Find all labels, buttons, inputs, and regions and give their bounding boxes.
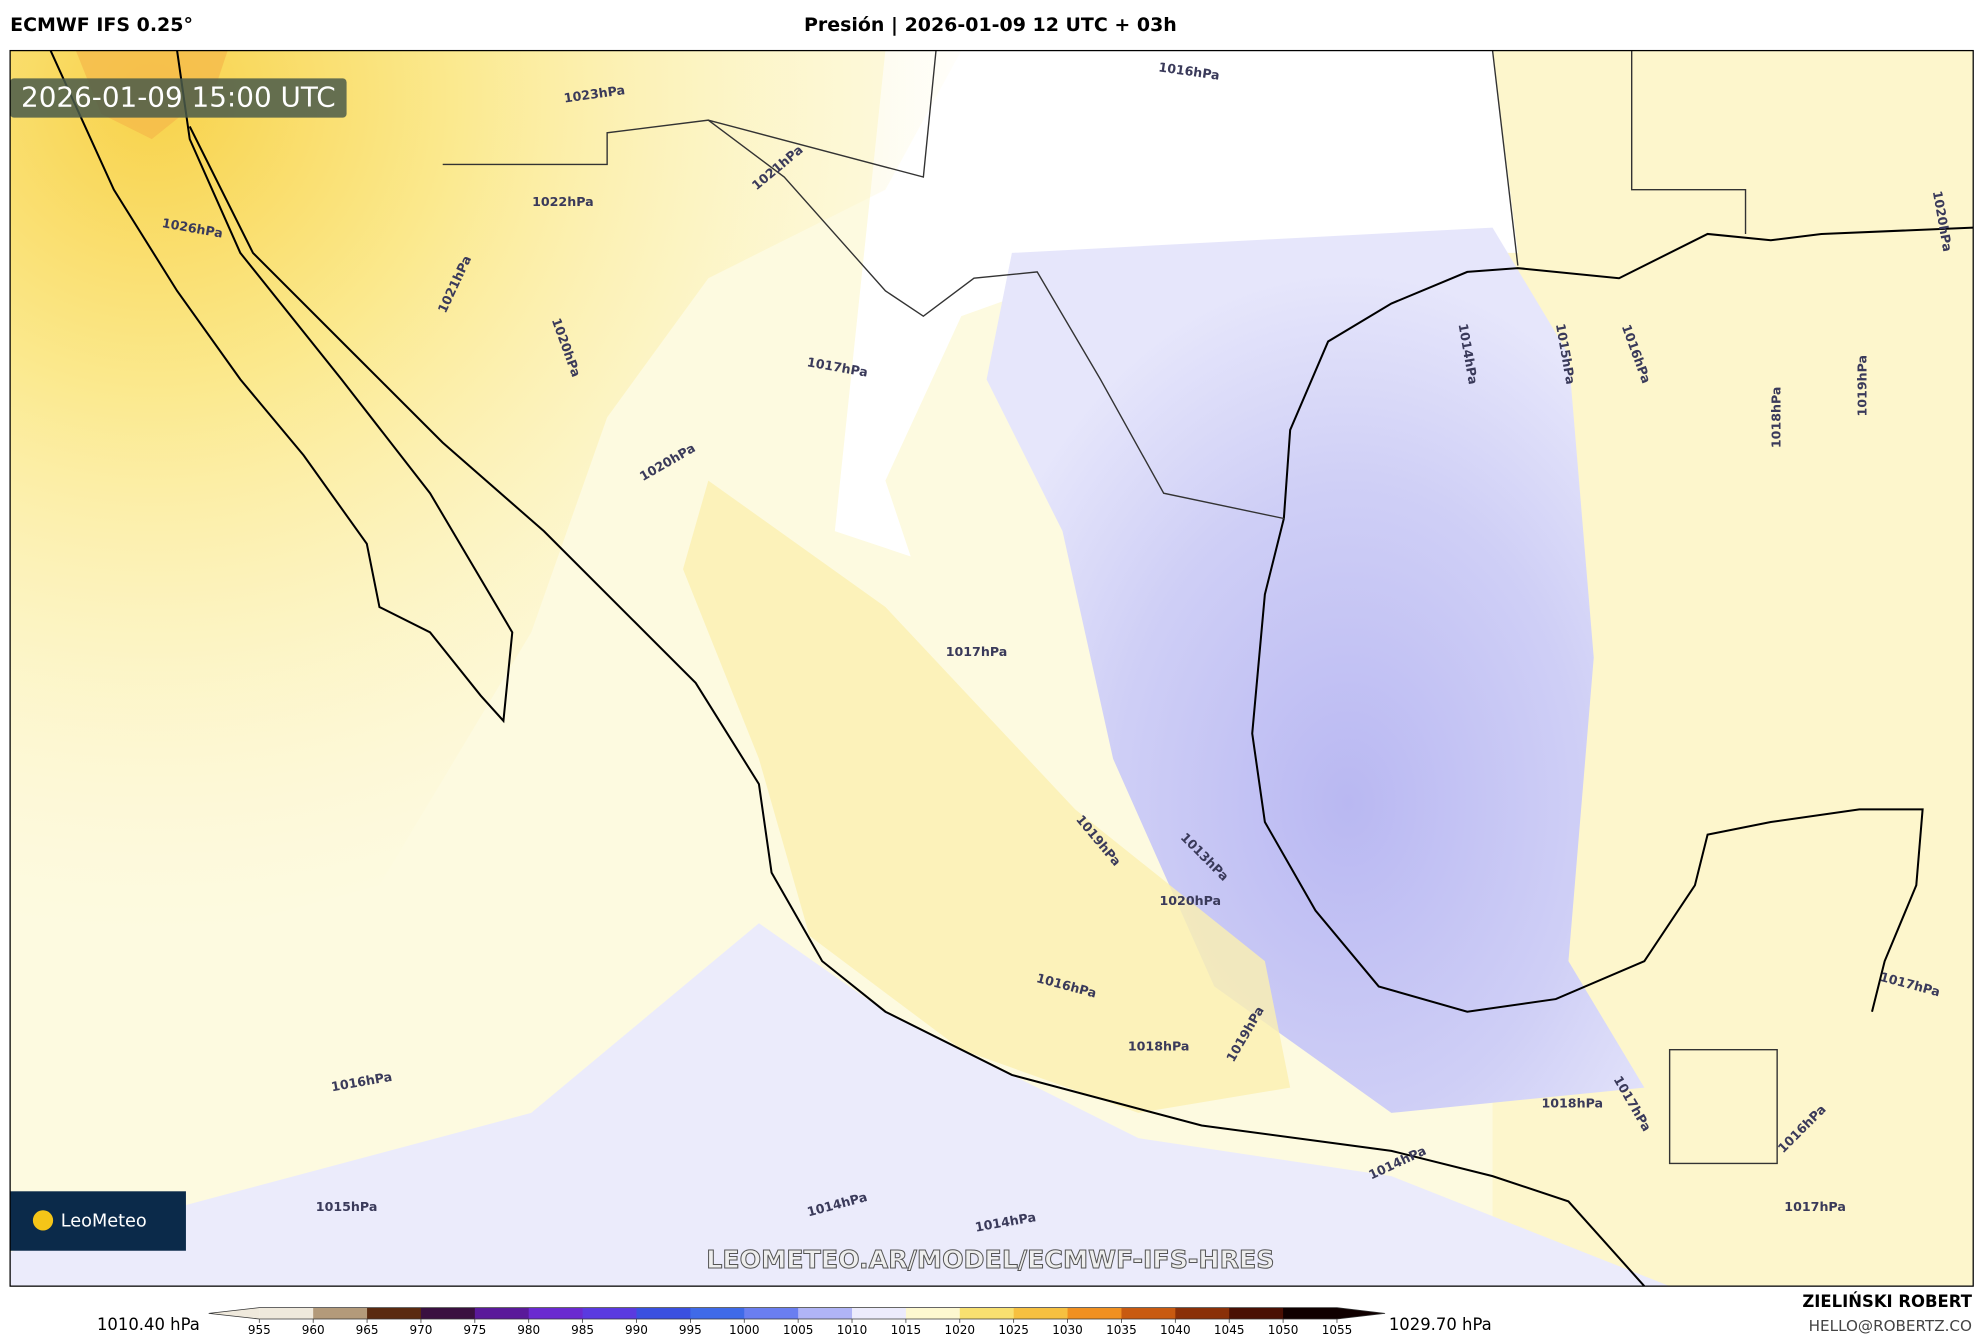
- logo-text: LeoMeteo: [61, 1212, 147, 1232]
- colorbar-tick-label: 985: [571, 1323, 594, 1337]
- contour-label: 1017hPa: [1784, 1199, 1846, 1214]
- colorbar-tick-label: 1045: [1214, 1323, 1245, 1337]
- watermark: LEOMETEO.AR/MODEL/ECMWF-IFS-HRES: [706, 1245, 1274, 1274]
- colorbar-segment: [1283, 1307, 1338, 1320]
- state-borders: [708, 50, 1747, 266]
- colorbar-tick-label: 1005: [783, 1323, 814, 1337]
- colorbar-tick-label: 1035: [1106, 1323, 1137, 1337]
- baja-coast: [49, 50, 514, 724]
- colorbar-tick-label: 975: [463, 1323, 486, 1337]
- map: 1023hPa1016hPa1021hPa1022hPa1026hPa1021h…: [10, 50, 1974, 1287]
- us-mexico-border: [442, 119, 1284, 520]
- contour-label: 1018hPa: [1769, 387, 1784, 449]
- contour-label: 1022hPa: [532, 194, 594, 209]
- shade-highlands: [683, 480, 1291, 1113]
- shade-white: [834, 50, 1518, 557]
- colorbar-tick-label: 965: [356, 1323, 379, 1337]
- credit-email: HELLO@ROBERTZ.CO: [1809, 1317, 1972, 1335]
- colorbar-segment: [798, 1307, 853, 1320]
- colorbar-tick-label: 1025: [998, 1323, 1029, 1337]
- colorbar-tick-label: 960: [302, 1323, 325, 1337]
- shade-pacific: [10, 923, 1670, 1287]
- contour-label: 1019hPa: [1855, 355, 1870, 417]
- colorbar-tick-label: 995: [679, 1323, 702, 1337]
- colorbar-segment: [636, 1307, 692, 1320]
- timestamp: 2026-01-09 15:00 UTC: [21, 81, 336, 114]
- borders: [442, 50, 1778, 1165]
- colorbar-tick-label: 955: [248, 1323, 271, 1337]
- contour-label: 1018hPa: [1541, 1096, 1603, 1111]
- colorbar-segment: [474, 1307, 530, 1320]
- colorbar-segment: [1175, 1307, 1230, 1320]
- map-title: Presión | 2026-01-09 12 UTC + 03h: [804, 14, 1177, 36]
- colorbar-tick-label: 990: [625, 1323, 648, 1337]
- shade-yellow: [10, 50, 962, 987]
- colorbar-segment: [852, 1307, 907, 1320]
- colorbar-segment: [959, 1307, 1015, 1320]
- border-belize-guatemala: [1668, 1048, 1778, 1165]
- colorbar-segment: [259, 1307, 314, 1320]
- pacific-coast: [188, 126, 1646, 1287]
- colorbar-segment: [528, 1307, 584, 1320]
- colorbar-tick-label: 1030: [1052, 1323, 1083, 1337]
- colorbar-tick-label: 1015: [891, 1323, 922, 1337]
- contour-label: 1015hPa: [316, 1199, 378, 1214]
- colorbar-arrow-right: [1336, 1307, 1386, 1320]
- logo-sun: [32, 1210, 54, 1231]
- map-frame: [9, 49, 1974, 1287]
- colorbar-segment: [1067, 1307, 1123, 1320]
- colorbar-segment: [744, 1307, 799, 1320]
- contour-label: 1017hPa: [946, 644, 1008, 659]
- colorbar-tick-label: 1040: [1160, 1323, 1191, 1337]
- contour-label: 1018hPa: [1128, 1039, 1190, 1054]
- colorbar-tick-label: 1010: [837, 1323, 868, 1337]
- colorbar-arrow-left: [208, 1307, 260, 1320]
- colorbar-segment: [1229, 1307, 1284, 1320]
- timestamp-box: [10, 78, 347, 118]
- colorbar-max: 1029.70 hPa: [1389, 1315, 1492, 1334]
- colorbar-min: 1010.40 hPa: [97, 1315, 200, 1334]
- credit-name: ZIELIŃSKI ROBERT: [1802, 1292, 1972, 1311]
- colorbar-segment: [690, 1307, 745, 1320]
- shade-gulf: [986, 227, 1645, 1113]
- colorbar: 955 960 965 970 975 980 985 990 995 1000 1005 1010 1…: [208, 1307, 1386, 1337]
- colorbar-tick-label: 1050: [1268, 1323, 1299, 1337]
- colorbar-tick-label: 1000: [729, 1323, 760, 1337]
- colorbar-segment: [1121, 1307, 1176, 1320]
- colorbar-tick-label: 980: [517, 1323, 540, 1337]
- colorbar-segment: [1013, 1307, 1069, 1320]
- colorbar-segment: [582, 1307, 638, 1320]
- model-name: ECMWF IFS 0.25°: [10, 14, 193, 36]
- gulf-coast-mexico: [1251, 518, 1924, 1013]
- colorbar-tick-label: 1055: [1322, 1323, 1353, 1337]
- colorbar-segment: [420, 1307, 476, 1320]
- coastlines: [49, 50, 1974, 1287]
- contour-label: 1020hPa: [1159, 893, 1221, 908]
- gulf-coast-us: [1282, 226, 1974, 519]
- colorbar-segment: [367, 1307, 422, 1320]
- colorbar-segment: [313, 1307, 368, 1320]
- colorbar-tick-label: 970: [409, 1323, 432, 1337]
- colorbar-tick-label: 1020: [945, 1323, 976, 1337]
- colorbar-segment: [905, 1307, 961, 1320]
